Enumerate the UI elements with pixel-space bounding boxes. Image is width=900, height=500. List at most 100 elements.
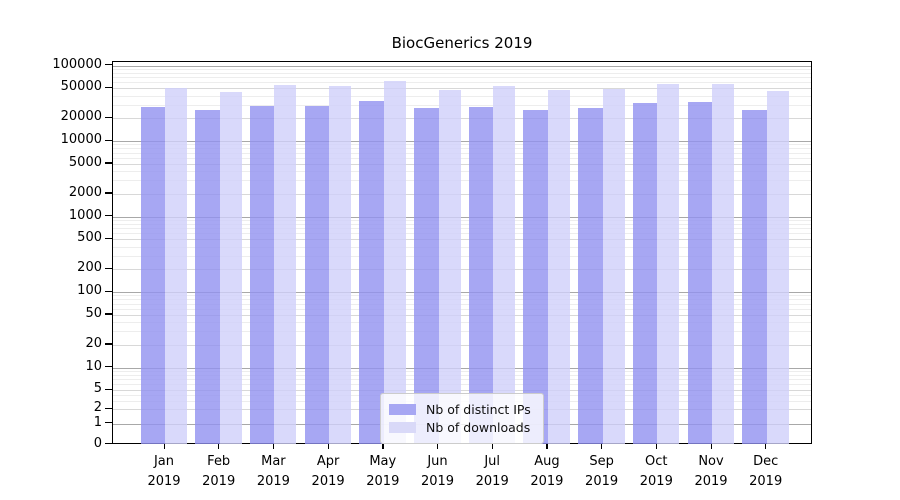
bar-downloads-feb (219, 92, 242, 444)
x-tick-jul (491, 444, 493, 449)
bar-distinct-ips-apr (304, 105, 330, 444)
gridline-2000 (113, 193, 811, 195)
bar-downloads-aug (547, 89, 570, 444)
gridline-minor-9 (113, 370, 811, 372)
y-tick-label-100: 100 (77, 283, 102, 298)
x-tick-mar (272, 444, 275, 449)
bar-distinct-ips-nov (687, 101, 712, 444)
gridline-minor-80000 (113, 72, 811, 74)
x-tick-may (382, 444, 384, 449)
y-tick-label-0: 0 (93, 435, 102, 451)
y-tick-0 (105, 443, 112, 445)
y-tick-10000 (105, 139, 112, 141)
gridline-5000 (113, 163, 811, 165)
x-tick-sep (601, 444, 603, 449)
legend-label-distinct-ips: Nb of distinct IPs (426, 402, 531, 417)
x-tick-label-jun: Jun 2019 (420, 454, 455, 489)
y-tick-50000 (105, 86, 112, 89)
bar-downloads-mar (274, 85, 297, 444)
x-tick-label-apr: Apr 2019 (311, 454, 345, 489)
y-tick-label-50000: 50000 (60, 79, 102, 95)
bar-distinct-ips-sep (578, 108, 603, 444)
y-tick-2000 (105, 192, 112, 194)
y-tick-10 (105, 366, 112, 368)
gridline-minor-7000 (113, 152, 811, 154)
x-tick-label-dec: Dec 2019 (749, 454, 783, 489)
bar-downloads-sep (602, 88, 625, 444)
gridline-minor-30000 (113, 104, 811, 106)
gridline-minor-6000 (113, 157, 811, 159)
legend: Nb of distinct IPs Nb of downloads (380, 393, 544, 444)
gridline-20000 (113, 118, 811, 120)
x-tick-label-jul: Jul 2019 (475, 454, 509, 489)
gridline-minor-6 (113, 384, 811, 386)
gridline-minor-70 (113, 303, 811, 305)
bar-distinct-ips-mar (249, 105, 275, 444)
legend-item-distinct-ips: Nb of distinct IPs (389, 401, 531, 418)
gridline-20 (113, 344, 811, 346)
x-tick-label-mar: Mar 2019 (256, 454, 290, 489)
gridline-minor-7 (113, 379, 811, 381)
gridline-5 (113, 390, 811, 392)
bar-downloads-nov (712, 83, 734, 444)
bar-distinct-ips-oct (632, 102, 658, 444)
y-tick-label-50: 50 (85, 305, 102, 321)
y-tick-label-1000: 1000 (68, 207, 102, 223)
gridline-minor-8 (113, 374, 811, 376)
x-tick-apr (327, 444, 329, 449)
y-tick-label-2: 2 (93, 400, 102, 415)
y-tick-label-500: 500 (77, 230, 102, 246)
bar-distinct-ips-jul (468, 106, 494, 444)
y-tick-1 (105, 422, 112, 424)
x-tick-label-jan: Jan 2019 (147, 454, 181, 489)
gridline-100000 (113, 65, 811, 67)
bar-distinct-ips-jun (414, 108, 439, 444)
x-tick-feb (218, 444, 220, 449)
chart-title: BiocGenerics 2019 (391, 34, 533, 52)
y-tick-100 (105, 290, 112, 292)
x-tick-aug (546, 444, 548, 449)
gridline-minor-60 (113, 308, 811, 310)
x-tick-label-nov: Nov 2019 (694, 454, 728, 489)
gridline-10000 (113, 141, 811, 142)
y-tick-1000 (105, 215, 112, 217)
x-tick-oct (655, 444, 658, 449)
y-tick-label-100000: 100000 (52, 56, 102, 72)
y-tick-2 (105, 407, 112, 409)
gridline-minor-9000 (113, 144, 811, 146)
gridline-500 (113, 239, 811, 241)
legend-item-downloads: Nb of downloads (389, 419, 531, 436)
legend-swatch-downloads (389, 422, 416, 433)
gridline-minor-600 (113, 233, 811, 235)
x-tick-label-oct: Oct 2019 (639, 454, 673, 489)
y-tick-label-2000: 2000 (68, 184, 102, 200)
y-tick-20000 (105, 116, 112, 119)
x-tick-dec (765, 444, 767, 449)
bar-downloads-dec (766, 90, 789, 444)
bar-downloads-jul (493, 86, 516, 444)
y-tick-label-10: 10 (85, 358, 102, 374)
gridline-100 (113, 292, 811, 293)
x-tick-jun (437, 444, 439, 449)
y-tick-5 (105, 388, 112, 391)
gridline-minor-300 (113, 255, 811, 257)
gridline-200 (113, 269, 811, 271)
gridline-minor-400 (113, 246, 811, 248)
y-tick-label-5: 5 (93, 381, 102, 397)
bar-distinct-ips-dec (742, 109, 767, 444)
gridline-minor-900 (113, 219, 811, 221)
gridline-minor-80 (113, 299, 811, 301)
gridline-minor-70000 (113, 77, 811, 79)
gridline-minor-90 (113, 295, 811, 297)
y-tick-label-10000: 10000 (60, 132, 102, 147)
y-tick-200 (105, 267, 112, 270)
bar-distinct-ips-aug (523, 110, 548, 444)
y-tick-500 (105, 237, 112, 240)
gridline-minor-40000 (113, 95, 811, 97)
y-tick-label-5000: 5000 (68, 154, 102, 170)
gridline-1000 (113, 216, 811, 218)
gridline-minor-30 (113, 331, 811, 333)
x-tick-nov (710, 444, 712, 449)
gridline-50000 (113, 88, 811, 90)
